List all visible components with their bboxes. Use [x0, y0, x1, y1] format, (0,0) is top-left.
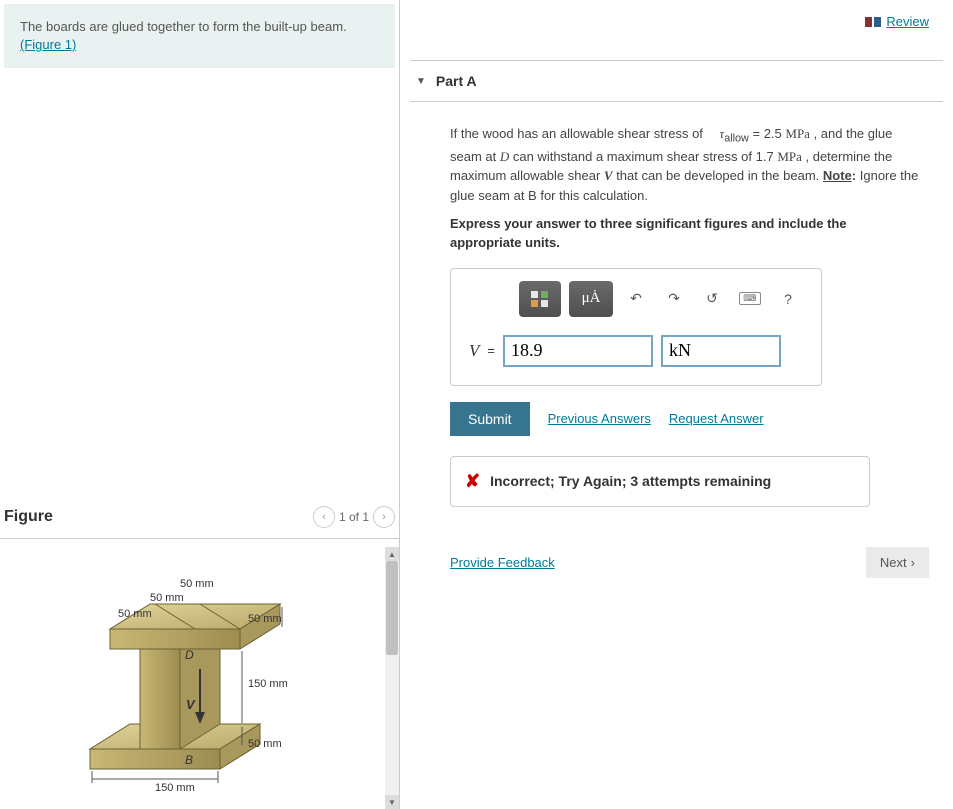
dim-top-50a: 50 mm — [180, 578, 214, 590]
review-link[interactable]: Review — [865, 14, 929, 29]
problem-text: The boards are glued together to form th… — [20, 19, 347, 34]
submit-button[interactable]: Submit — [450, 402, 530, 436]
dim-top-50c: 50 mm — [118, 608, 152, 620]
next-label: Next — [880, 555, 907, 570]
figure-counter: 1 of 1 — [339, 510, 369, 524]
equals-label: = — [487, 343, 495, 358]
dim-web-150: 150 mm — [248, 678, 288, 690]
instruction-text: Express your answer to three significant… — [450, 215, 921, 251]
beam-diagram: 50 mm 50 mm 50 mm 50 mm 150 mm 50 mm 150… — [70, 559, 330, 809]
incorrect-icon: ✘ — [465, 471, 480, 492]
variable-label: V — [469, 341, 479, 361]
unit-input[interactable] — [661, 335, 781, 367]
keyboard-button[interactable]: ⌨ — [735, 281, 765, 317]
reset-button[interactable]: ↺ — [697, 281, 727, 317]
scroll-up-icon[interactable]: ▲ — [385, 547, 399, 561]
feedback-text: Incorrect; Try Again; 3 attempts remaini… — [490, 473, 771, 489]
figure-title: Figure — [4, 508, 53, 526]
part-header[interactable]: ▼ Part A — [410, 60, 943, 102]
problem-statement: The boards are glued together to form th… — [4, 4, 395, 68]
feedback-box: ✘ Incorrect; Try Again; 3 attempts remai… — [450, 456, 870, 507]
keyboard-icon: ⌨ — [739, 292, 761, 305]
answer-card: μȦ ↶ ↷ ↺ ⌨ ? V = — [450, 268, 822, 386]
figure-prev-button[interactable]: ‹ — [313, 506, 335, 528]
prompt-text: If the wood has an allowable shear stres… — [450, 124, 921, 205]
redo-button[interactable]: ↷ — [659, 281, 689, 317]
chevron-right-icon: › — [911, 555, 915, 570]
template-tool-button[interactable] — [519, 281, 561, 317]
units-tool-button[interactable]: μȦ — [569, 281, 613, 317]
previous-answers-link[interactable]: Previous Answers — [548, 411, 651, 426]
value-input[interactable] — [503, 335, 653, 367]
figure-nav: ‹ 1 of 1 › — [313, 506, 395, 528]
book-icon — [865, 16, 881, 28]
dim-botflange-50: 50 mm — [248, 738, 282, 750]
dim-flange-50: 50 mm — [248, 613, 282, 625]
undo-button[interactable]: ↶ — [621, 281, 651, 317]
review-label: Review — [886, 14, 929, 29]
label-v: V — [186, 697, 196, 712]
scroll-down-icon[interactable]: ▼ — [385, 795, 399, 809]
label-b: B — [185, 753, 193, 767]
next-button[interactable]: Next › — [866, 547, 929, 578]
provide-feedback-link[interactable]: Provide Feedback — [450, 555, 555, 570]
figure-next-button[interactable]: › — [373, 506, 395, 528]
figure-area: 50 mm 50 mm 50 mm 50 mm 150 mm 50 mm 150… — [0, 539, 399, 809]
part-title: Part A — [436, 73, 477, 89]
label-d: D — [185, 648, 194, 662]
figure-link[interactable]: (Figure 1) — [20, 37, 76, 52]
collapse-caret-icon: ▼ — [416, 76, 426, 87]
dim-top-50b: 50 mm — [150, 592, 184, 604]
figure-scrollbar[interactable]: ▲ ▼ — [385, 547, 399, 809]
request-answer-link[interactable]: Request Answer — [669, 411, 764, 426]
help-button[interactable]: ? — [773, 281, 803, 317]
dim-bottom-150: 150 mm — [155, 782, 195, 794]
